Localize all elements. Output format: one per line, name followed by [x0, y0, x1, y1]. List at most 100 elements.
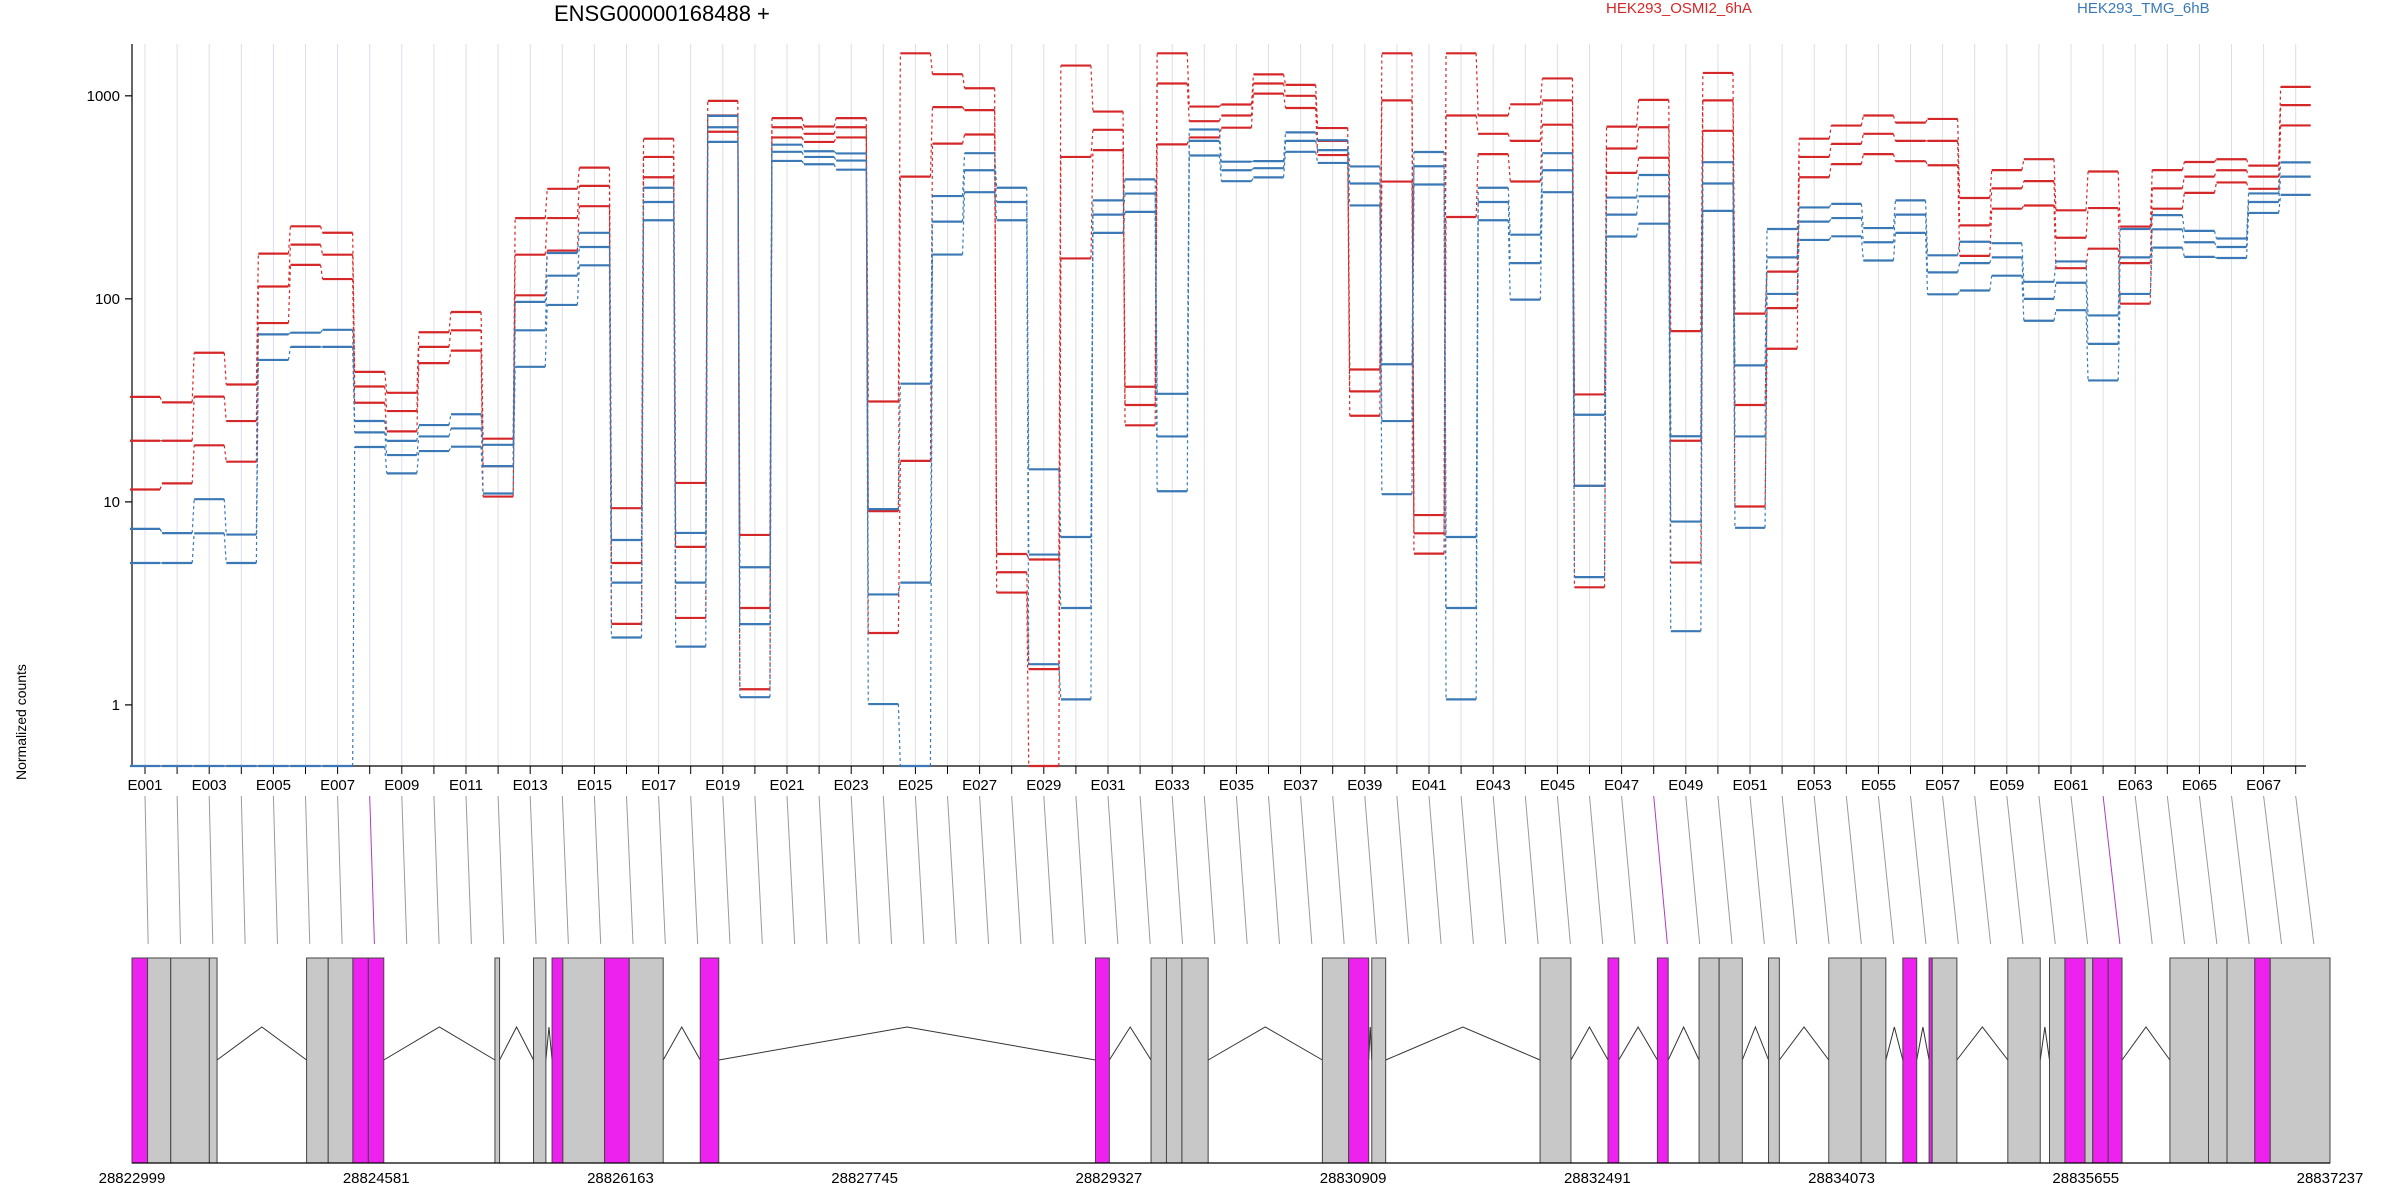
genomic-tick-label: 28829327: [1076, 1170, 1143, 1187]
y-tick-label: 100: [95, 291, 120, 308]
exon-mapping-line: [2006, 795, 2024, 945]
tmg-rep3-connector: [608, 265, 613, 638]
osmi2-rep3-connector: [1122, 150, 1126, 426]
osmi2-rep2-connector: [2085, 171, 2089, 211]
osmi2-rep2-connector: [929, 53, 934, 75]
exon-mapping-line: [690, 795, 699, 945]
exon-block-significant: [699, 957, 720, 1164]
exon-mapping-line: [1556, 795, 1571, 945]
x-tick-label: E025: [898, 777, 933, 794]
tmg-rep3-connector: [1700, 210, 1704, 632]
x-tick-label: E007: [320, 777, 355, 794]
x-tick-label: E001: [127, 777, 162, 794]
exon-block-significant: [604, 957, 630, 1164]
tmg-rep3-connector: [384, 446, 388, 474]
exon-mapping-line: [626, 795, 634, 945]
osmi2-rep2-connector: [1250, 74, 1255, 105]
osmi2-rep2-connector: [287, 226, 292, 254]
tmg-rep3-connector: [673, 220, 677, 647]
genomic-tick-label: 28837237: [2297, 1170, 2364, 1187]
osmi2-rep3-connector: [1475, 154, 1479, 218]
osmi2-rep2-connector: [2117, 171, 2121, 227]
exon-block: [1371, 957, 1387, 1164]
exon-mapping-line: [2295, 795, 2315, 945]
osmi2-rep1-connector: [1186, 83, 1190, 122]
exon-mapping-line: [240, 795, 246, 945]
exon-mapping-line: [1300, 795, 1313, 945]
exon-block: [1931, 957, 1958, 1164]
osmi2-rep2-connector: [1700, 72, 1704, 332]
osmi2-rep3-connector: [994, 134, 998, 593]
exon-block-significant: [2254, 957, 2271, 1164]
x-tick-label: E019: [705, 777, 740, 794]
osmi2-rep2-connector: [384, 371, 388, 393]
tmg-rep1-connector: [384, 432, 388, 456]
exon-mapping-line: [561, 795, 569, 945]
osmi2-rep3-connector: [1250, 93, 1255, 128]
osmi2-rep3-connector: [448, 350, 452, 364]
tmg-rep1-connector: [1507, 201, 1511, 264]
exon-block-significant: [1902, 957, 1918, 1164]
exon-block: [1150, 957, 1167, 1164]
exon-mapping-line: [2038, 795, 2056, 945]
osmi2-rep1-connector: [1957, 140, 1961, 226]
x-tick-label: E035: [1219, 777, 1254, 794]
tmg-rep3-connector: [2278, 194, 2282, 214]
osmi2-rep3-connector: [1282, 93, 1287, 109]
exon-mapping-line: [1171, 795, 1184, 945]
intron-line: [1667, 1025, 1700, 1061]
exon-mapping-line: [1235, 795, 1248, 945]
exon-mapping-line: [882, 795, 893, 945]
genomic-tick-label: 28822999: [99, 1170, 166, 1187]
exon-block: [533, 957, 547, 1164]
osmi2-rep3-connector: [1764, 348, 1768, 507]
osmi2-rep2-connector: [2021, 159, 2025, 171]
osmi2-rep1-connector: [544, 218, 548, 255]
osmi2-rep2-connector: [1347, 128, 1351, 370]
x-tick-label: E033: [1155, 777, 1190, 794]
osmi2-rep2-connector: [1892, 115, 1897, 123]
exon-mapping-line: [1075, 795, 1087, 945]
genomic-tick-label: 28832491: [1564, 1170, 1631, 1187]
tmg-rep1-connector: [2149, 229, 2153, 258]
osmi2-rep2-connector: [1058, 65, 1062, 560]
exon-mapping-line: [2134, 795, 2153, 945]
exon-mapping-line: [1139, 795, 1151, 945]
x-tick-label: E013: [513, 777, 548, 794]
x-tick-label: E061: [2053, 777, 2088, 794]
exon-block-significant: [131, 957, 149, 1164]
osmi2-rep1-connector: [223, 396, 227, 422]
exon-mapping-line: [1813, 795, 1830, 945]
osmi2-rep2-connector: [576, 167, 580, 189]
intron-line: [383, 1026, 496, 1061]
intron-line: [216, 1026, 307, 1061]
osmi2-rep3-connector: [1892, 153, 1897, 162]
intron-line: [499, 1025, 534, 1061]
tmg-rep2-connector: [1636, 174, 1640, 198]
exon-mapping-line: [1910, 795, 1927, 945]
intron-line: [1618, 1026, 1658, 1061]
osmi2-rep1-connector: [2245, 170, 2250, 177]
tmg-rep3-connector: [1315, 151, 1319, 164]
osmi2-rep1-connector: [1828, 143, 1832, 158]
osmi2-rep2-connector: [1957, 118, 1961, 199]
tmg-rep1-connector: [705, 127, 709, 583]
tmg-rep3-connector: [1636, 223, 1640, 237]
tmg-rep1-connector: [833, 156, 837, 161]
osmi2-rep1-connector: [1090, 129, 1094, 157]
osmi2-rep3-connector: [576, 206, 580, 251]
osmi2-rep2-connector: [961, 74, 966, 89]
x-tick-label: E041: [1411, 777, 1446, 794]
intron-line: [1368, 1026, 1373, 1061]
exon-mapping-line: [1460, 795, 1474, 945]
osmi2-rep1-connector: [962, 106, 966, 111]
exon-mapping-line: [1332, 795, 1345, 945]
osmi2-rep3-connector: [223, 445, 227, 462]
x-tick-label: E057: [1925, 777, 1960, 794]
exon-mapping-line: [497, 795, 505, 945]
exon-block-significant: [2064, 957, 2086, 1164]
tmg-rep3-connector: [2021, 275, 2025, 321]
intron-line: [1108, 1026, 1152, 1061]
tmg-rep2-connector: [640, 187, 645, 541]
osmi2-rep3-connector: [2181, 192, 2185, 209]
